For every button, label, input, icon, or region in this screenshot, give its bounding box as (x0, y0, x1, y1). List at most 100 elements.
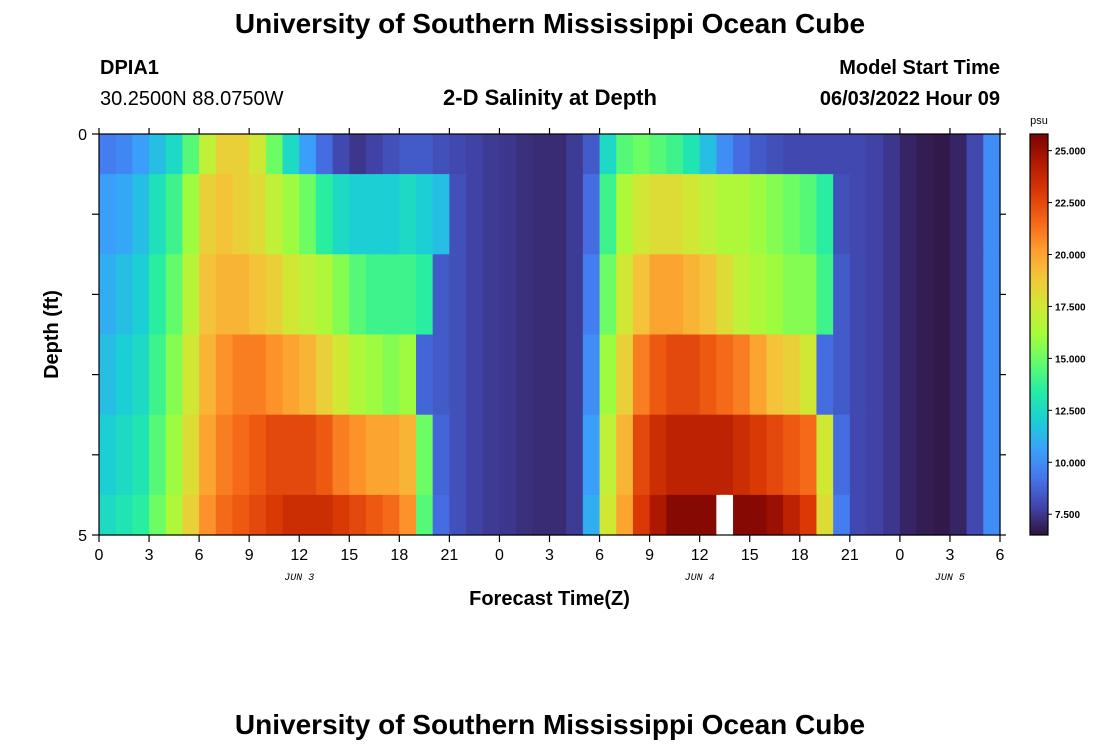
heatmap-cell (566, 334, 584, 416)
heatmap-cell (733, 334, 751, 416)
heatmap-cell (649, 134, 667, 175)
heatmap-cell (349, 134, 367, 175)
heatmap-cell (365, 174, 384, 255)
heatmap-cell (766, 174, 784, 255)
date-label: JUN 4 (685, 573, 715, 584)
heatmap-cell (516, 414, 534, 496)
heatmap-cell (115, 414, 133, 496)
heatmap-cell (899, 334, 918, 416)
heatmap-cell (432, 254, 450, 336)
heatmap-cell (399, 174, 417, 255)
colorbar-tick-label: 22.500 (1055, 199, 1086, 210)
heatmap-cell (165, 254, 184, 336)
heatmap-cell (365, 134, 384, 175)
colorbar-tick-label: 17.500 (1055, 302, 1086, 313)
heatmap-cell (983, 414, 1001, 496)
heatmap-cell (499, 414, 517, 496)
heatmap-cell (466, 334, 484, 416)
x-tick-label: 9 (645, 547, 654, 564)
station-coordinates: 30.2500N 88.0750W (100, 88, 284, 110)
heatmap-cell (349, 254, 367, 336)
heatmap-cell (666, 494, 684, 536)
heatmap-cell (232, 134, 250, 175)
heatmap-cell (682, 254, 701, 336)
heatmap-cell (466, 414, 484, 496)
heatmap-cell (749, 134, 768, 175)
heatmap-cell (849, 174, 868, 255)
heatmap-cell (983, 334, 1001, 416)
heatmap-cell (265, 414, 284, 496)
heatmap-cell (766, 134, 784, 175)
x-tick-label: 18 (791, 547, 809, 564)
heatmap-cell (799, 254, 818, 336)
heatmap-cell (866, 494, 884, 536)
heatmap-cell (549, 334, 567, 416)
heatmap-cell (499, 174, 517, 255)
heatmap-cell (382, 414, 400, 496)
heatmap-cell (566, 254, 584, 336)
heatmap-cell (616, 254, 634, 336)
heatmap-cell (499, 134, 517, 175)
heatmap-cell (332, 174, 350, 255)
heatmap-cell (332, 134, 350, 175)
heatmap-cell (499, 254, 517, 336)
heatmap-cell (949, 134, 968, 175)
heatmap-cell (315, 494, 334, 536)
heatmap-cell (549, 174, 567, 255)
colorbar-tick-label: 12.500 (1055, 406, 1086, 417)
heatmap-cell (399, 334, 417, 416)
heatmap-cell (749, 414, 768, 496)
heatmap-cell (549, 134, 567, 175)
heatmap-cell (99, 174, 117, 255)
heatmap-cell (866, 414, 884, 496)
heatmap-cell (115, 494, 133, 536)
heatmap-cell (249, 254, 267, 336)
heatmap-cell (516, 134, 534, 175)
heatmap-cell (382, 494, 400, 536)
heatmap-cell (249, 174, 267, 255)
heatmap-cell (933, 334, 951, 416)
heatmap-cell (799, 494, 818, 536)
heatmap-cell (215, 174, 234, 255)
heatmap-cell (599, 174, 617, 255)
heatmap-cell (783, 414, 801, 496)
heatmap-cell (699, 334, 717, 416)
heatmap-cell (916, 334, 934, 416)
heatmap-cell (816, 254, 834, 336)
heatmap-cell (849, 414, 868, 496)
heatmap-cell (716, 254, 734, 336)
heatmap-cell (265, 334, 284, 416)
heatmap-cell (699, 254, 717, 336)
heatmap-cell (249, 134, 267, 175)
colorbar-tick-label: 25.000 (1055, 147, 1086, 158)
heatmap-cell (482, 254, 501, 336)
heatmap-cell (232, 254, 250, 336)
heatmap-cell (132, 134, 150, 175)
heatmap-cell (699, 414, 717, 496)
colorbar-tick-label: 10.000 (1055, 458, 1086, 469)
heatmap-cell (883, 494, 901, 536)
heatmap-cell (315, 174, 334, 255)
heatmap-cell (199, 134, 217, 175)
heatmap-cells (99, 134, 1001, 536)
heatmap-cell (299, 414, 317, 496)
x-tick-label: 6 (996, 547, 1005, 564)
heatmap-cell (599, 134, 617, 175)
heatmap-cell (549, 414, 567, 496)
heatmap-cell (933, 414, 951, 496)
x-tick-label: 3 (545, 547, 554, 564)
heatmap-cell (749, 254, 768, 336)
heatmap-cell (199, 494, 217, 536)
heatmap-cell (949, 334, 968, 416)
heatmap-cell (799, 414, 818, 496)
heatmap-cell (816, 174, 834, 255)
heatmap-cell (966, 494, 984, 536)
heatmap-cell (382, 174, 400, 255)
heatmap-cell (582, 254, 601, 336)
heatmap-cell (616, 174, 634, 255)
heatmap-cell (432, 334, 450, 416)
heatmap-cell (599, 254, 617, 336)
heatmap-cell (165, 414, 184, 496)
heatmap-cell (132, 414, 150, 496)
